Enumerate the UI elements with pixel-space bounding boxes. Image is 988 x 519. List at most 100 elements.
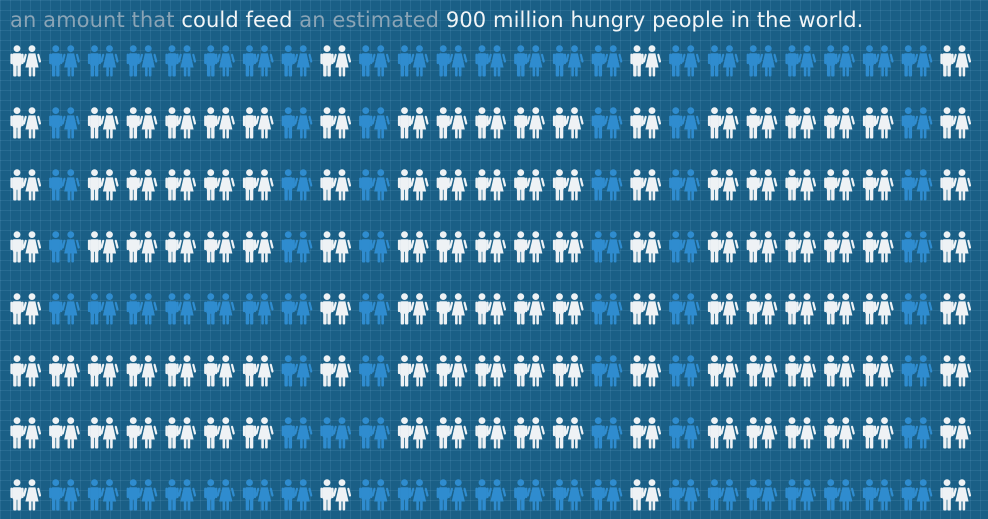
headline-part-3: an estimated: [299, 8, 446, 32]
man-and-woman-pair-icon-white: [862, 231, 894, 263]
man-and-woman-pair-icon-white: [436, 107, 468, 139]
man-and-woman-pair-icon-white: [10, 479, 42, 511]
headline-part-4: 900 million hungry people in the world.: [445, 8, 864, 32]
man-and-woman-pair-icon-white: [862, 417, 894, 449]
man-and-woman-pair-icon-white: [320, 169, 352, 201]
pictogram-row: [10, 417, 972, 449]
man-and-woman-pair-icon-white: [746, 355, 778, 387]
man-and-woman-pair-icon-white: [746, 293, 778, 325]
man-and-woman-pair-icon-white: [552, 231, 584, 263]
man-and-woman-pair-icon-white: [824, 169, 855, 201]
man-and-woman-pair-icon-white: [165, 355, 197, 387]
man-and-woman-pair-icon-blue: [591, 231, 623, 263]
man-and-woman-pair-icon-white: [746, 231, 778, 263]
man-and-woman-pair-icon-blue: [669, 293, 700, 325]
man-and-woman-pair-icon-white: [397, 107, 429, 139]
man-and-woman-pair-icon-white: [126, 169, 158, 201]
man-and-woman-pair-icon-white: [87, 107, 119, 139]
man-and-woman-pair-icon-blue: [862, 479, 894, 511]
man-and-woman-pair-icon-white: [862, 293, 894, 325]
man-and-woman-pair-icon-white: [630, 231, 662, 263]
headline-part-2: could feed: [181, 8, 300, 32]
man-and-woman-pair-icon-white: [940, 293, 972, 325]
man-and-woman-pair-icon-white: [862, 355, 894, 387]
man-and-woman-pair-icon-blue: [475, 479, 507, 511]
man-and-woman-pair-icon-white: [126, 355, 158, 387]
man-and-woman-pair-icon-blue: [397, 479, 429, 511]
man-and-woman-pair-icon-white: [630, 169, 662, 201]
man-and-woman-pair-icon-blue: [669, 417, 700, 449]
man-and-woman-pair-icon-white: [552, 107, 584, 139]
man-and-woman-pair-icon-white: [746, 107, 778, 139]
man-and-woman-pair-icon-white: [862, 169, 894, 201]
man-and-woman-pair-icon-white: [475, 417, 507, 449]
man-and-woman-pair-icon-white: [320, 479, 352, 511]
man-and-woman-pair-icon-white: [746, 417, 778, 449]
man-and-woman-pair-icon-blue: [165, 45, 197, 77]
man-and-woman-pair-icon-blue: [242, 479, 274, 511]
man-and-woman-pair-icon-white: [436, 231, 468, 263]
man-and-woman-pair-icon-white: [126, 231, 158, 263]
man-and-woman-pair-icon-blue: [901, 169, 933, 201]
man-and-woman-pair-icon-white: [320, 107, 352, 139]
man-and-woman-pair-icon-white: [824, 231, 855, 263]
man-and-woman-pair-icon-blue: [49, 169, 80, 201]
pictogram-row: [10, 169, 972, 201]
man-and-woman-pair-icon-blue: [514, 479, 545, 511]
man-and-woman-pair-icon-white: [785, 231, 817, 263]
man-and-woman-pair-icon-white: [824, 293, 855, 325]
man-and-woman-pair-icon-blue: [204, 45, 235, 77]
man-and-woman-pair-icon-blue: [824, 45, 855, 77]
man-and-woman-pair-icon-blue: [591, 417, 623, 449]
man-and-woman-pair-icon-blue: [591, 355, 623, 387]
man-and-woman-pair-icon-blue: [281, 107, 313, 139]
man-and-woman-pair-icon-blue: [746, 45, 778, 77]
man-and-woman-pair-icon-white: [630, 479, 662, 511]
man-and-woman-pair-icon-white: [10, 231, 42, 263]
man-and-woman-pair-icon-blue: [204, 293, 235, 325]
man-and-woman-pair-icon-blue: [591, 45, 623, 77]
man-and-woman-pair-icon-white: [514, 169, 545, 201]
man-and-woman-pair-icon-white: [514, 107, 545, 139]
man-and-woman-pair-icon-white: [630, 417, 662, 449]
man-and-woman-pair-icon-white: [707, 231, 739, 263]
man-and-woman-pair-icon-white: [165, 231, 197, 263]
man-and-woman-pair-icon-white: [824, 355, 855, 387]
man-and-woman-pair-icon-white: [824, 417, 855, 449]
man-and-woman-pair-icon-white: [242, 231, 274, 263]
man-and-woman-pair-icon-blue: [669, 107, 700, 139]
man-and-woman-pair-icon-blue: [707, 45, 739, 77]
man-and-woman-pair-icon-blue: [49, 231, 80, 263]
man-and-woman-pair-icon-blue: [165, 293, 197, 325]
man-and-woman-pair-icon-blue: [552, 479, 584, 511]
man-and-woman-pair-icon-blue: [281, 417, 313, 449]
man-and-woman-pair-icon-white: [824, 107, 855, 139]
man-and-woman-pair-icon-blue: [359, 417, 390, 449]
man-and-woman-pair-icon-blue: [862, 45, 894, 77]
man-and-woman-pair-icon-white: [204, 169, 235, 201]
man-and-woman-pair-icon-white: [320, 231, 352, 263]
man-and-woman-pair-icon-blue: [359, 355, 390, 387]
man-and-woman-pair-icon-blue: [281, 169, 313, 201]
man-and-woman-pair-icon-white: [320, 355, 352, 387]
man-and-woman-pair-icon-blue: [901, 417, 933, 449]
man-and-woman-pair-icon-white: [10, 417, 42, 449]
man-and-woman-pair-icon-blue: [87, 479, 119, 511]
pictogram-row: [10, 45, 972, 77]
man-and-woman-pair-icon-blue: [591, 169, 623, 201]
pictogram-row: [10, 355, 972, 387]
man-and-woman-pair-icon-blue: [242, 293, 274, 325]
man-and-woman-pair-icon-blue: [707, 479, 739, 511]
man-and-woman-pair-icon-white: [552, 169, 584, 201]
man-and-woman-pair-icon-white: [165, 107, 197, 139]
man-and-woman-pair-icon-white: [630, 45, 662, 77]
man-and-woman-pair-icon-white: [49, 355, 80, 387]
man-and-woman-pair-icon-white: [242, 107, 274, 139]
man-and-woman-pair-icon-white: [514, 231, 545, 263]
man-and-woman-pair-icon-white: [862, 107, 894, 139]
man-and-woman-pair-icon-white: [436, 355, 468, 387]
man-and-woman-pair-icon-blue: [126, 45, 158, 77]
man-and-woman-pair-icon-blue: [359, 169, 390, 201]
man-and-woman-pair-icon-white: [707, 107, 739, 139]
pictogram-row: [10, 231, 972, 263]
